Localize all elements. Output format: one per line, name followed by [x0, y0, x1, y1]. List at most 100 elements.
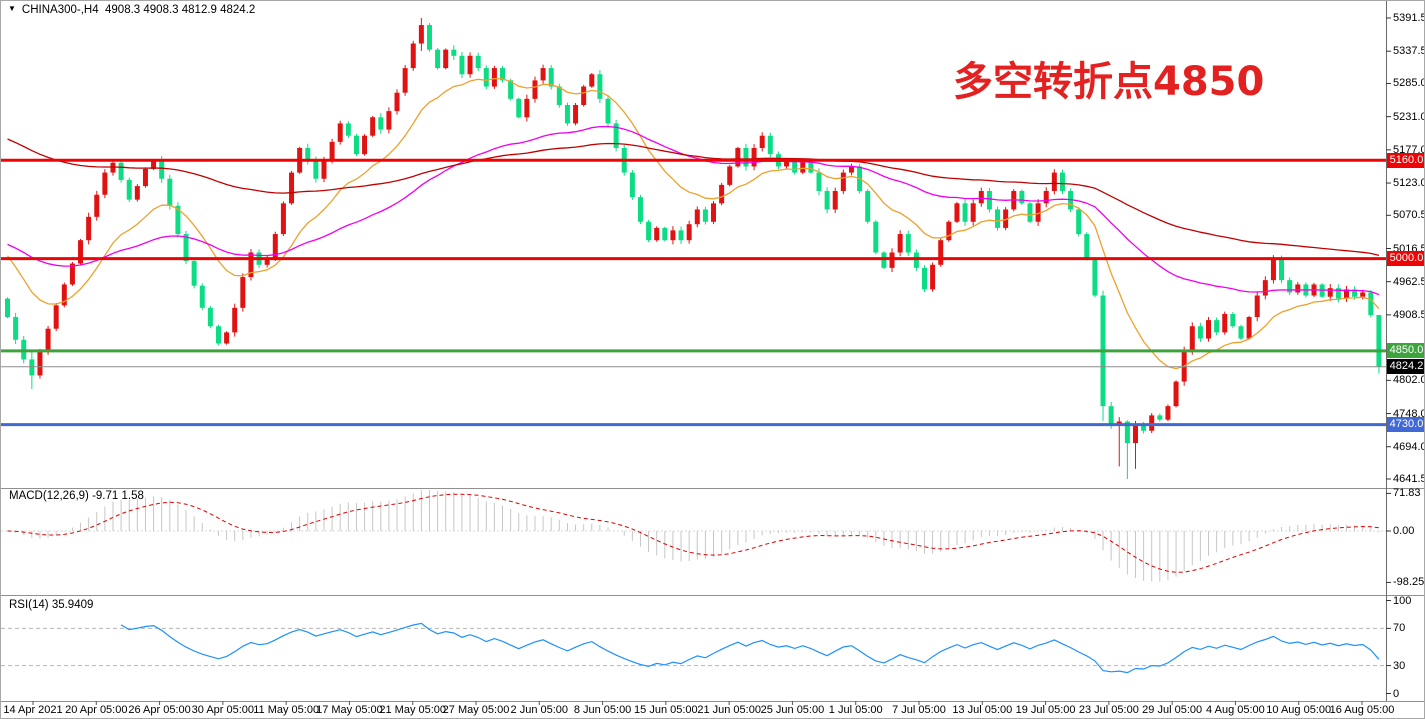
rsi-tick-label: 0 [1393, 687, 1400, 700]
candle-down [816, 172, 822, 192]
candle-up [1149, 415, 1155, 431]
candle-up [329, 141, 335, 161]
candle-down [1287, 280, 1293, 293]
rsi-line [120, 622, 1380, 674]
time-tick-label: 11 May 05:00 [253, 704, 320, 716]
rsi-tick-label: 100 [1393, 594, 1412, 607]
price-tick-label: 4694.0 [1393, 440, 1425, 453]
candle-down [767, 135, 773, 155]
candle-up [1295, 284, 1301, 293]
candle-up [394, 92, 400, 112]
candle-up [1206, 320, 1212, 339]
candle-down [451, 49, 457, 56]
candle-up [289, 172, 295, 204]
macd-tick-label: 0.00 [1393, 525, 1415, 537]
candle-up [848, 166, 854, 173]
candle-up [711, 203, 717, 222]
candle-up [94, 194, 100, 217]
candle-down [808, 160, 814, 173]
candle-down [378, 117, 384, 130]
candle-down [921, 267, 927, 290]
candle-up [1003, 209, 1009, 228]
price-tick-label: 5285.0 [1393, 77, 1425, 90]
candle-up [272, 234, 278, 259]
candle-down [353, 135, 359, 155]
candle-up [362, 135, 368, 155]
symbol-dropdown-icon[interactable]: ▼ [8, 4, 16, 13]
candle-up [1360, 292, 1366, 297]
candle-down [1238, 326, 1244, 339]
candle-down [500, 68, 506, 81]
candle-down [629, 172, 635, 198]
support-5000-badge: 5000.0 [1387, 251, 1424, 267]
candle-down [564, 104, 570, 124]
candle-up [532, 80, 538, 99]
candle-up [45, 328, 51, 353]
time-tick-label: 21 May 05:00 [379, 704, 447, 716]
candle-down [508, 80, 514, 99]
price-tick-label: 5123.0 [1393, 177, 1425, 190]
candle-up [954, 203, 960, 222]
candle-up [654, 227, 660, 241]
rsi-indicator-label: RSI(14) 35.9409 [9, 599, 94, 611]
candle-down [1124, 421, 1130, 444]
candle-up [938, 240, 944, 265]
time-tick-label: 20 Apr 05:00 [65, 704, 128, 716]
candle-down [1230, 313, 1236, 327]
time-tick-label: 17 May 05:00 [316, 704, 383, 716]
candle-up [151, 160, 157, 169]
candle-down [1157, 415, 1163, 420]
candle-down [548, 68, 554, 87]
candle-up [581, 86, 587, 105]
candle-down [865, 191, 871, 222]
candle-down [678, 230, 684, 241]
time-tick-label: 16 Aug 05:00 [1329, 704, 1395, 716]
candle-up [467, 55, 473, 75]
symbol-title[interactable]: ▼ CHINA300-,H4 4908.3 4908.3 4812.9 4824.… [8, 4, 255, 16]
candle-up [86, 216, 92, 241]
candle-up [759, 135, 765, 149]
candle-up [232, 307, 238, 333]
candle-up [889, 252, 895, 268]
macd-tick-label: -98.25 [1393, 576, 1425, 589]
price-tick-label: 5391.5 [1393, 12, 1425, 24]
candle-up [337, 123, 343, 142]
candle-down [191, 261, 197, 286]
candle-up [1173, 381, 1179, 407]
macd-tick-label: 71.83 [1393, 487, 1421, 500]
candle-down [207, 307, 213, 327]
ohlc-readout: 4908.3 4908.3 4812.9 4824.2 [105, 4, 256, 16]
candle-up [240, 277, 246, 308]
time-tick-label: 2 Jun 05:00 [510, 704, 569, 716]
candle-up [1246, 317, 1252, 339]
candle-down [1335, 288, 1341, 299]
candle-down [1214, 320, 1220, 333]
candle-down [986, 191, 992, 210]
candle-down [5, 298, 10, 318]
macd-signal-line [7, 493, 1379, 573]
time-tick-label: 29 Jul 05:00 [1142, 704, 1203, 716]
candle-down [435, 49, 441, 69]
candle-up [61, 284, 67, 306]
candle-down [597, 74, 603, 99]
candle-down [962, 203, 968, 222]
candle-up [573, 104, 579, 124]
candle-down [13, 317, 19, 340]
candle-up [491, 68, 497, 87]
candle-down [516, 98, 522, 118]
candle-down [995, 209, 1001, 228]
time-tick-label: 8 Jun 05:00 [573, 704, 632, 716]
support-4730-badge: 4730.0 [1387, 417, 1424, 433]
candle-down [183, 234, 189, 262]
price-tick-label: 4748.0 [1393, 407, 1425, 420]
candle-down [126, 179, 132, 200]
time-tick-label: 23 Jul 05:00 [1078, 704, 1139, 716]
candle-up [134, 186, 140, 200]
candle-down [305, 148, 311, 161]
candle-up [410, 43, 416, 69]
candle-down [743, 148, 749, 167]
ma-slow-line [7, 138, 1380, 257]
candle-down [1376, 315, 1382, 367]
